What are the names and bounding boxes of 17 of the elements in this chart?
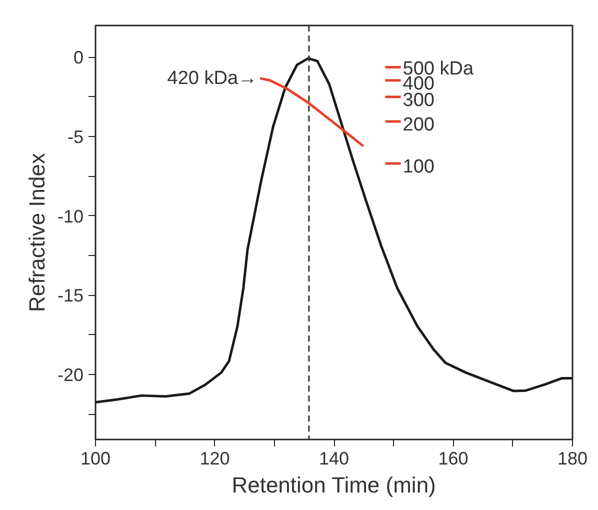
x-tick-label: 100 xyxy=(80,448,111,468)
y-tick-label: 0 xyxy=(73,48,84,68)
series-label: 100 xyxy=(402,156,434,178)
series-label: 200 xyxy=(402,114,434,136)
y-tick-label: -15 xyxy=(57,286,84,306)
y-axis-title: Refractive Index xyxy=(24,153,50,312)
x-tick-label: 140 xyxy=(318,448,350,468)
y-tick-label: -20 xyxy=(57,364,84,385)
y-tick-label: -5 xyxy=(67,127,84,148)
series-label: 300 xyxy=(402,90,434,111)
series-label: 420 kDa→ xyxy=(167,68,258,89)
line-series xyxy=(258,77,364,148)
y-tick-label: -10 xyxy=(57,206,84,226)
x-axis-title: Retention Time (min) xyxy=(232,472,436,498)
x-tick-label: 180 xyxy=(557,448,588,468)
x-tick-label: 120 xyxy=(200,448,230,468)
x-tick-label: 160 xyxy=(438,448,468,468)
